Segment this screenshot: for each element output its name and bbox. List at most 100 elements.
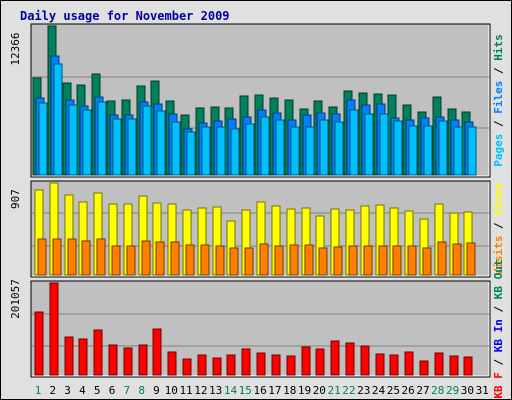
legend-part: Files — [492, 81, 505, 114]
bar-kb-f-day-21 — [330, 340, 340, 376]
bar-pages-day-23 — [364, 113, 374, 176]
legend-part: / — [492, 114, 505, 134]
bar-kb-f-day-29 — [449, 355, 459, 376]
x-tick-label: 7 — [124, 384, 131, 397]
series-pages — [38, 63, 477, 176]
bar-kb-f-day-1 — [34, 311, 44, 376]
x-tick-label: 19 — [298, 384, 311, 397]
x-tick-label: 3 — [64, 384, 71, 397]
right-legend-label: Visits / Sites — [492, 183, 505, 276]
x-tick-label: 15 — [239, 384, 252, 397]
bar-sites-day-24 — [378, 245, 388, 276]
legend-part: Sites — [492, 183, 505, 216]
legend-part: / — [492, 352, 505, 372]
bar-sites-day-14 — [229, 247, 239, 276]
bar-sites-day-5 — [96, 238, 106, 276]
bar-kb-f-day-16 — [256, 352, 266, 376]
bar-kb-f-day-12 — [197, 354, 207, 376]
bar-sites-day-19 — [304, 244, 314, 276]
x-tick-label: 22 — [342, 384, 355, 397]
bar-kb-f-day-13 — [212, 357, 222, 376]
x-tick-label: 4 — [79, 384, 86, 397]
bar-sites-day-29 — [452, 243, 462, 276]
bar-pages-day-30 — [467, 126, 477, 176]
bar-pages-day-6 — [112, 118, 122, 176]
bar-kb-f-day-27 — [419, 360, 429, 376]
x-tick-label: 16 — [253, 384, 266, 397]
x-tick-label: 6 — [109, 384, 116, 397]
bar-sites-day-3 — [67, 238, 77, 276]
bar-kb-f-day-7 — [123, 347, 133, 376]
bar-kb-f-day-20 — [315, 348, 325, 376]
bar-kb-f-day-26 — [404, 351, 414, 376]
bar-kb-f-day-4 — [78, 338, 88, 376]
x-tick-label: 1 — [35, 384, 42, 397]
legend-part: Visits — [492, 236, 505, 276]
bar-pages-day-13 — [216, 126, 226, 176]
bar-sites-day-30 — [466, 242, 476, 276]
bar-pages-day-16 — [260, 116, 270, 176]
bar-sites-day-8 — [141, 240, 151, 276]
x-tick-label: 8 — [138, 384, 145, 397]
legend-part: / — [492, 299, 505, 319]
legend-part: KB F — [492, 372, 505, 399]
bar-sites-day-20 — [318, 247, 328, 276]
bar-pages-day-29 — [453, 126, 463, 176]
x-tick-label: 11 — [179, 384, 192, 397]
bar-kb-f-day-8 — [138, 344, 148, 376]
bar-sites-day-12 — [200, 244, 210, 276]
bar-pages-day-27 — [423, 125, 433, 176]
y-max-label: 12366 — [9, 32, 22, 65]
x-tick-label: 27 — [416, 384, 429, 397]
x-tick-label: 2 — [49, 384, 56, 397]
right-legend-label: Pages / Files / Hits — [492, 34, 505, 167]
bar-pages-day-11 — [186, 131, 196, 176]
bar-kb-f-day-2 — [49, 282, 59, 376]
bar-kb-f-day-15 — [241, 348, 251, 376]
bar-pages-day-1 — [38, 102, 48, 176]
bar-kb-f-day-30 — [463, 356, 473, 376]
y-max-label: 201057 — [9, 279, 22, 319]
bar-pages-day-22 — [349, 109, 359, 176]
bar-pages-day-12 — [201, 126, 211, 176]
bar-kb-f-day-23 — [360, 345, 370, 376]
legend-part: / — [492, 61, 505, 81]
bar-pages-day-5 — [97, 101, 107, 176]
x-tick-label: 13 — [209, 384, 222, 397]
bar-kb-f-day-18 — [286, 355, 296, 376]
bar-pages-day-19 — [305, 126, 315, 176]
x-tick-label: 5 — [94, 384, 101, 397]
bar-pages-day-15 — [245, 123, 255, 176]
bar-kb-f-day-3 — [64, 336, 74, 376]
bar-sites-day-7 — [126, 245, 136, 276]
x-tick-label: 23 — [357, 384, 370, 397]
bar-sites-day-10 — [170, 241, 180, 276]
bar-sites-day-18 — [289, 244, 299, 276]
bar-sites-day-4 — [81, 240, 91, 276]
x-tick-label: 26 — [402, 384, 415, 397]
legend-part: Pages — [492, 134, 505, 167]
bar-kb-f-day-10 — [167, 351, 177, 376]
bar-pages-day-2 — [53, 63, 63, 176]
x-tick-label: 21 — [328, 384, 341, 397]
bar-kb-f-day-19 — [301, 346, 311, 376]
bar-pages-day-14 — [230, 128, 240, 176]
x-tick-label: 18 — [283, 384, 296, 397]
bar-kb-f-day-28 — [434, 352, 444, 376]
bar-sites-day-11 — [185, 244, 195, 276]
x-tick-label: 28 — [431, 384, 444, 397]
x-tick-label: 9 — [153, 384, 160, 397]
x-tick-label: 17 — [268, 384, 281, 397]
x-tick-label: 10 — [165, 384, 178, 397]
bar-pages-day-18 — [290, 126, 300, 176]
legend-part: Hits — [492, 34, 505, 61]
y-max-label: 907 — [9, 189, 22, 209]
bar-sites-day-21 — [333, 246, 343, 276]
x-tick-label: 31 — [476, 384, 489, 397]
bar-sites-day-22 — [348, 245, 358, 276]
bar-pages-day-17 — [275, 119, 285, 176]
bar-sites-day-1 — [37, 238, 47, 276]
